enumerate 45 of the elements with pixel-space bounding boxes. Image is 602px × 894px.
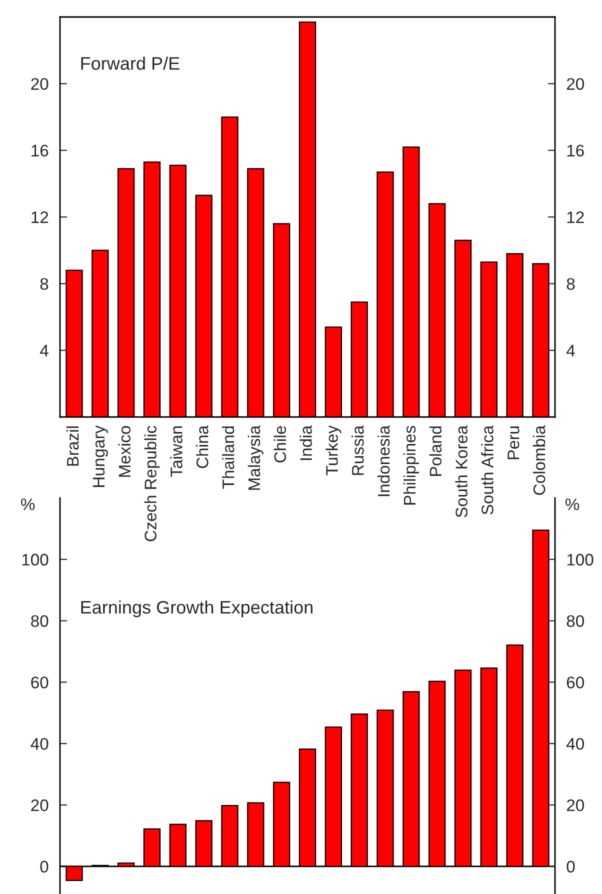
y-axis-title: % (21, 498, 35, 510)
x-tick-label: Taiwan (170, 426, 182, 477)
x-tick-label: Turkey (326, 425, 342, 476)
y2-tick-label: 0 (566, 860, 575, 873)
x-tick-label: Thailand (222, 426, 234, 489)
x-tick-label: Mexico (118, 426, 131, 477)
y-tick-label: 100 (22, 554, 48, 566)
x-tick-label: Malaysia (248, 425, 264, 490)
y-tick-label: 0 (40, 860, 48, 873)
x-tick-label: China (196, 425, 208, 468)
text: Earnings Growth Expectation (81, 600, 312, 618)
y-tick-label: 12 (32, 211, 48, 224)
x-tick-label: Russia (352, 425, 364, 475)
y2-tick-label: 80 (566, 615, 584, 627)
y2-tick-label: 100 (567, 554, 594, 566)
x-tick-label: Hungary (93, 425, 108, 487)
y-tick-label: 20 (31, 78, 48, 90)
x-tick-label: Chile (274, 426, 286, 462)
x-tick-label: Colombia (532, 425, 546, 495)
x-tick-label: Poland (429, 426, 442, 476)
y2-tick-label: 60 (566, 676, 584, 688)
y2-tick-label: 20 (566, 799, 584, 812)
x-tick-label: Peru (508, 426, 520, 460)
y-tick-label: 80 (31, 615, 48, 627)
y2-tick-label: 16 (567, 144, 584, 157)
y2-axis-title: % (565, 498, 580, 510)
y-tick-label: 60 (31, 676, 48, 688)
y2-tick-label: 20 (566, 78, 584, 90)
y-tick-label: 4 (40, 344, 48, 356)
text: Forward P/E (81, 56, 180, 70)
x-tick-label: South Africa (481, 425, 494, 514)
y2-tick-label: 40 (566, 738, 584, 750)
x-tick-label: Philippines (403, 426, 419, 505)
x-tick-label: Indonesia (377, 425, 390, 496)
x-tick-label: South Korea (455, 425, 468, 518)
y2-tick-label: 12 (567, 211, 584, 224)
y-tick-label: 20 (31, 799, 48, 812)
y2-tick-label: 8 (566, 278, 575, 290)
y-tick-label: 8 (40, 278, 48, 290)
y-tick-label: 16 (32, 144, 48, 157)
y2-tick-label: 4 (566, 344, 575, 356)
x-tick-label: Brazil (66, 426, 79, 466)
x-tick-label: Czech Republic (144, 426, 160, 542)
y-tick-label: 40 (30, 738, 48, 750)
x-tick-label: India (300, 425, 312, 460)
